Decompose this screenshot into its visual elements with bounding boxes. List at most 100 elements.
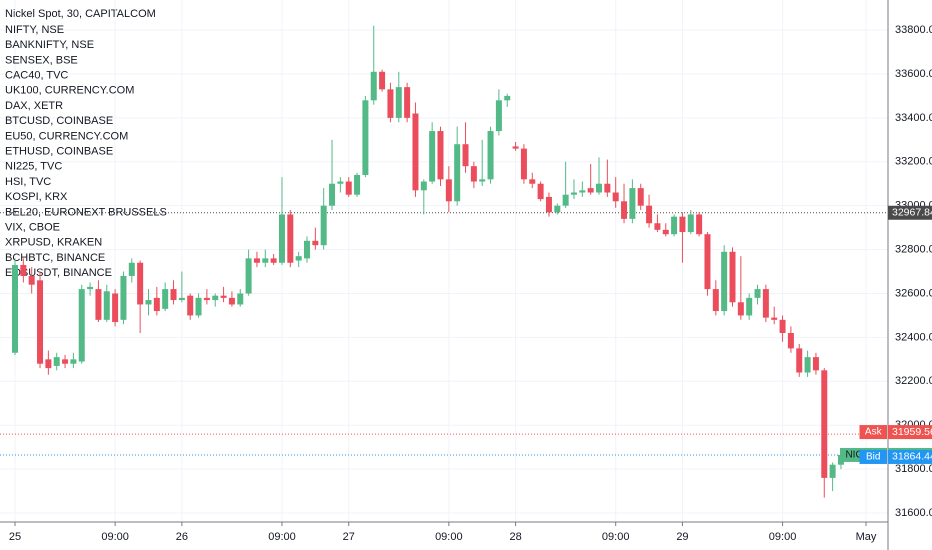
candle-body: [379, 71, 386, 90]
candle-body: [729, 251, 736, 303]
candle-body: [145, 300, 152, 305]
candle-body: [120, 275, 127, 320]
candle-body: [295, 256, 302, 261]
candle-body: [28, 275, 35, 285]
candle-body: [746, 297, 753, 316]
candle-body: [646, 205, 653, 224]
candle-body: [320, 205, 327, 246]
candle-body: [529, 179, 536, 184]
candle-body: [754, 289, 761, 298]
x-tick-label: 09:00: [101, 531, 129, 543]
x-tick-label: 26: [176, 531, 188, 543]
y-tick-label: 31800.00: [895, 463, 932, 475]
candle-body: [162, 289, 169, 309]
candle-body: [387, 89, 394, 118]
watchlist-item: EU50, CURRENCY.COM: [5, 130, 128, 142]
candle-body: [779, 319, 786, 333]
candle-body: [312, 240, 319, 246]
watchlist-item: XRPUSD, KRAKEN: [5, 237, 102, 249]
watchlist-item: NIFTY, NSE: [5, 24, 64, 36]
candle-body: [78, 289, 85, 362]
candle-body: [170, 289, 177, 301]
candle-body: [37, 280, 44, 364]
candle-body: [103, 291, 110, 320]
candle-body: [12, 264, 18, 353]
candle-body: [270, 258, 277, 263]
y-tick-label: 33800.00: [895, 24, 932, 36]
candle-body: [454, 144, 461, 202]
candle-body: [554, 205, 561, 213]
candle-body: [495, 100, 502, 132]
candle-body: [829, 464, 836, 478]
candle-body: [228, 297, 235, 305]
candle-body: [671, 216, 678, 235]
candle-body: [445, 179, 452, 202]
watchlist-item: NI225, TVC: [5, 161, 62, 173]
watchlist-item: BTCUSD, COINBASE: [5, 115, 113, 127]
y-tick-label: 32200.00: [895, 375, 932, 387]
candle-body: [329, 183, 336, 206]
candle-body: [596, 183, 603, 193]
candle-body: [545, 196, 552, 213]
watchlist-item: SENSEX, BSE: [5, 54, 78, 66]
price-badge-label: Bid: [866, 452, 880, 463]
candle-body: [53, 357, 60, 366]
candle-body: [128, 262, 135, 276]
watchlist-item: BEL20, EURONEXT BRUSSELS: [5, 206, 167, 218]
x-tick-label: 09:00: [435, 531, 463, 543]
candle-body: [787, 333, 794, 349]
candle-body: [404, 87, 411, 118]
candle-body: [621, 201, 628, 219]
candle-body: [654, 223, 661, 230]
price-badge-value: 32967.84: [892, 207, 932, 219]
watchlist-item: VIX, CBOE: [5, 222, 60, 234]
watchlist-item: BCHBTC, BINANCE: [5, 252, 105, 264]
x-tick-label: 09:00: [602, 531, 630, 543]
candle-body: [712, 289, 719, 312]
x-tick-label: 09:00: [268, 531, 296, 543]
price-badge-value: 31864.44: [892, 451, 932, 463]
candle-body: [570, 192, 577, 195]
candle-body: [112, 293, 119, 323]
candle-body: [721, 251, 728, 312]
candle-body: [278, 214, 285, 263]
candle-body: [212, 295, 219, 301]
candle-body: [579, 190, 586, 193]
price-badge-name: [859, 425, 887, 440]
candle-body: [70, 359, 77, 364]
candle-body: [412, 113, 419, 191]
candle-body: [771, 317, 778, 320]
candle-body: [153, 297, 160, 312]
y-tick-label: 31600.00: [895, 507, 932, 519]
candle-body: [354, 174, 361, 195]
candle-body: [220, 295, 227, 298]
y-tick-label: 33400.00: [895, 112, 932, 124]
y-tick-label: 33200.00: [895, 156, 932, 168]
candle-body: [187, 295, 194, 316]
watchlist-item: KOSPI, KRX: [5, 191, 68, 203]
candle-body: [45, 359, 52, 369]
candle-body: [87, 286, 94, 290]
watchlist-item: CAC40, TVC: [5, 70, 68, 82]
price-badge: [888, 449, 932, 464]
price-badge-label: Ask: [865, 427, 883, 438]
y-tick-label: 33600.00: [895, 68, 932, 80]
x-tick-label: 29: [676, 531, 688, 543]
watchlist-item: BANKNIFTY, NSE: [5, 39, 94, 51]
candle-body: [20, 264, 27, 276]
candle-body: [520, 148, 527, 180]
candle-body: [796, 348, 803, 373]
x-tick-label: 25: [9, 531, 21, 543]
y-tick-label: 32800.00: [895, 243, 932, 255]
price-badge-name: [859, 449, 887, 464]
watchlist-item: HSI, TVC: [5, 176, 51, 188]
candle-body: [337, 181, 344, 184]
candle-body: [821, 370, 828, 478]
candle-body: [437, 131, 444, 180]
candle-body: [612, 192, 619, 202]
price-badge: [888, 425, 932, 440]
candle-body: [687, 214, 694, 233]
candle-body: [362, 100, 369, 175]
candle-body: [370, 71, 377, 101]
candle-body: [395, 87, 402, 118]
